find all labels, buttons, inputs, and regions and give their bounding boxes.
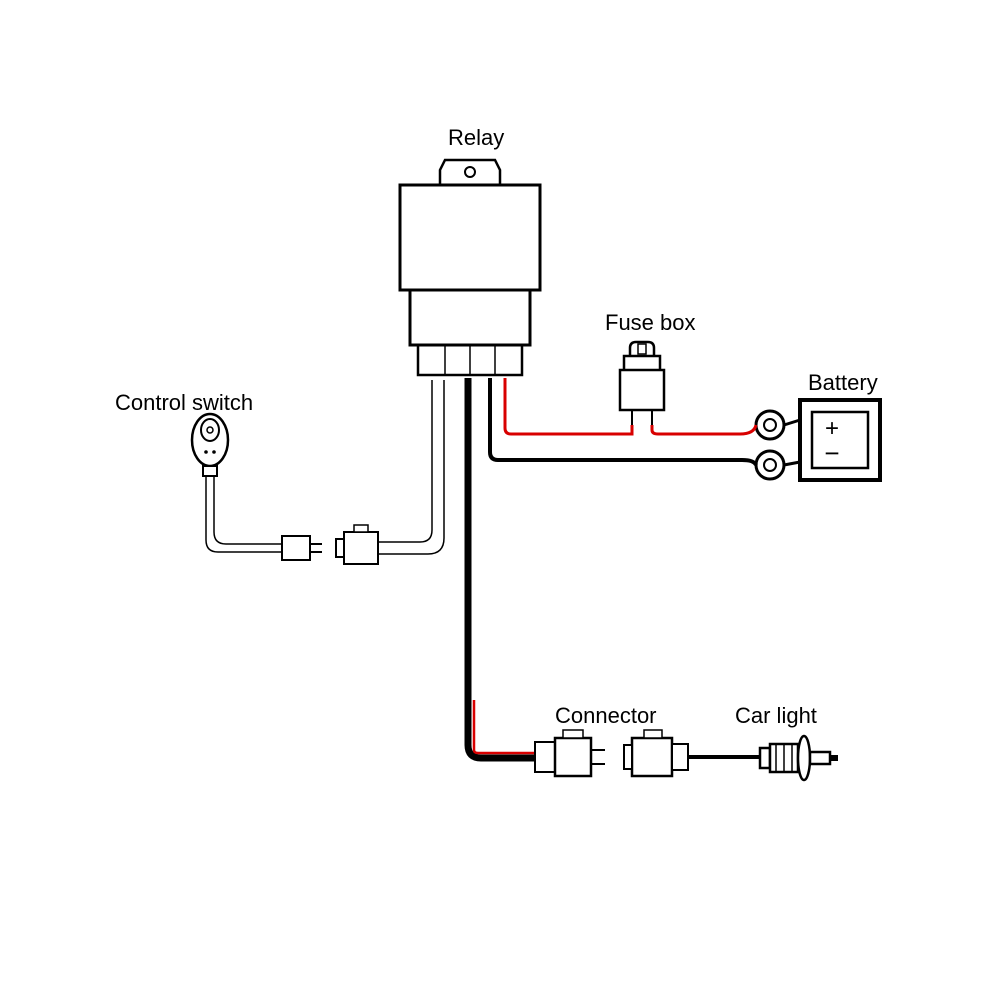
- car-light-label: Car light: [735, 703, 817, 728]
- control-switch-label: Control switch: [115, 390, 253, 415]
- relay-control-wires: [378, 380, 444, 554]
- car-light: [760, 736, 838, 780]
- wire-fuse-to-battery-pos: [652, 425, 756, 434]
- control-switch-wire: [206, 476, 282, 552]
- battery: + −: [800, 400, 880, 480]
- relay-label: Relay: [448, 125, 504, 150]
- switch-connector-male: [282, 536, 322, 560]
- connector-label: Connector: [555, 703, 657, 728]
- switch-connector-female: [336, 525, 378, 564]
- harness-connector-male: [535, 730, 605, 776]
- harness-connector-female: [624, 730, 688, 776]
- battery-terminals: [756, 411, 800, 479]
- relay: [400, 160, 540, 375]
- battery-minus: −: [824, 438, 839, 468]
- fuse-box: [620, 342, 664, 425]
- fuse-box-label: Fuse box: [605, 310, 696, 335]
- control-switch: [192, 414, 228, 476]
- wiring-diagram: Relay Control switch: [0, 0, 1000, 1000]
- wire-relay-to-fuse: [505, 378, 632, 434]
- battery-label: Battery: [808, 370, 878, 395]
